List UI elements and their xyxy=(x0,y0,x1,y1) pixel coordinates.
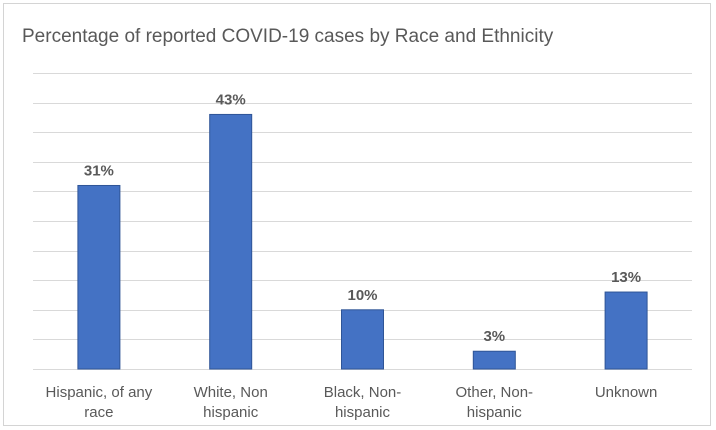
data-labels: 31% 43% 10% 3% 13% xyxy=(84,91,641,345)
chart-title: Percentage of reported COVID-19 cases by… xyxy=(22,26,554,47)
x-tick-label: White, Non hispanic xyxy=(194,384,268,421)
bar xyxy=(604,291,648,370)
data-label: 3% xyxy=(483,328,505,345)
data-label: 43% xyxy=(216,91,246,108)
x-axis-tick-labels: Hispanic, of any race White, Non hispanic Bl… xyxy=(46,384,658,421)
x-tick-label: Hispanic, of any race xyxy=(46,384,153,421)
gridlines xyxy=(33,73,692,370)
data-label: 10% xyxy=(347,287,377,304)
bar xyxy=(341,309,384,370)
x-tick-label: Black, Non-hispanic xyxy=(324,384,402,421)
data-label: 13% xyxy=(611,269,641,286)
x-tick-label: Unknown xyxy=(595,384,658,401)
bar xyxy=(77,184,121,370)
x-tick-label: Other, Non-hispanic xyxy=(456,384,534,421)
bar xyxy=(472,350,516,370)
bar xyxy=(209,113,253,370)
bars xyxy=(77,113,648,370)
data-label: 31% xyxy=(84,162,114,179)
